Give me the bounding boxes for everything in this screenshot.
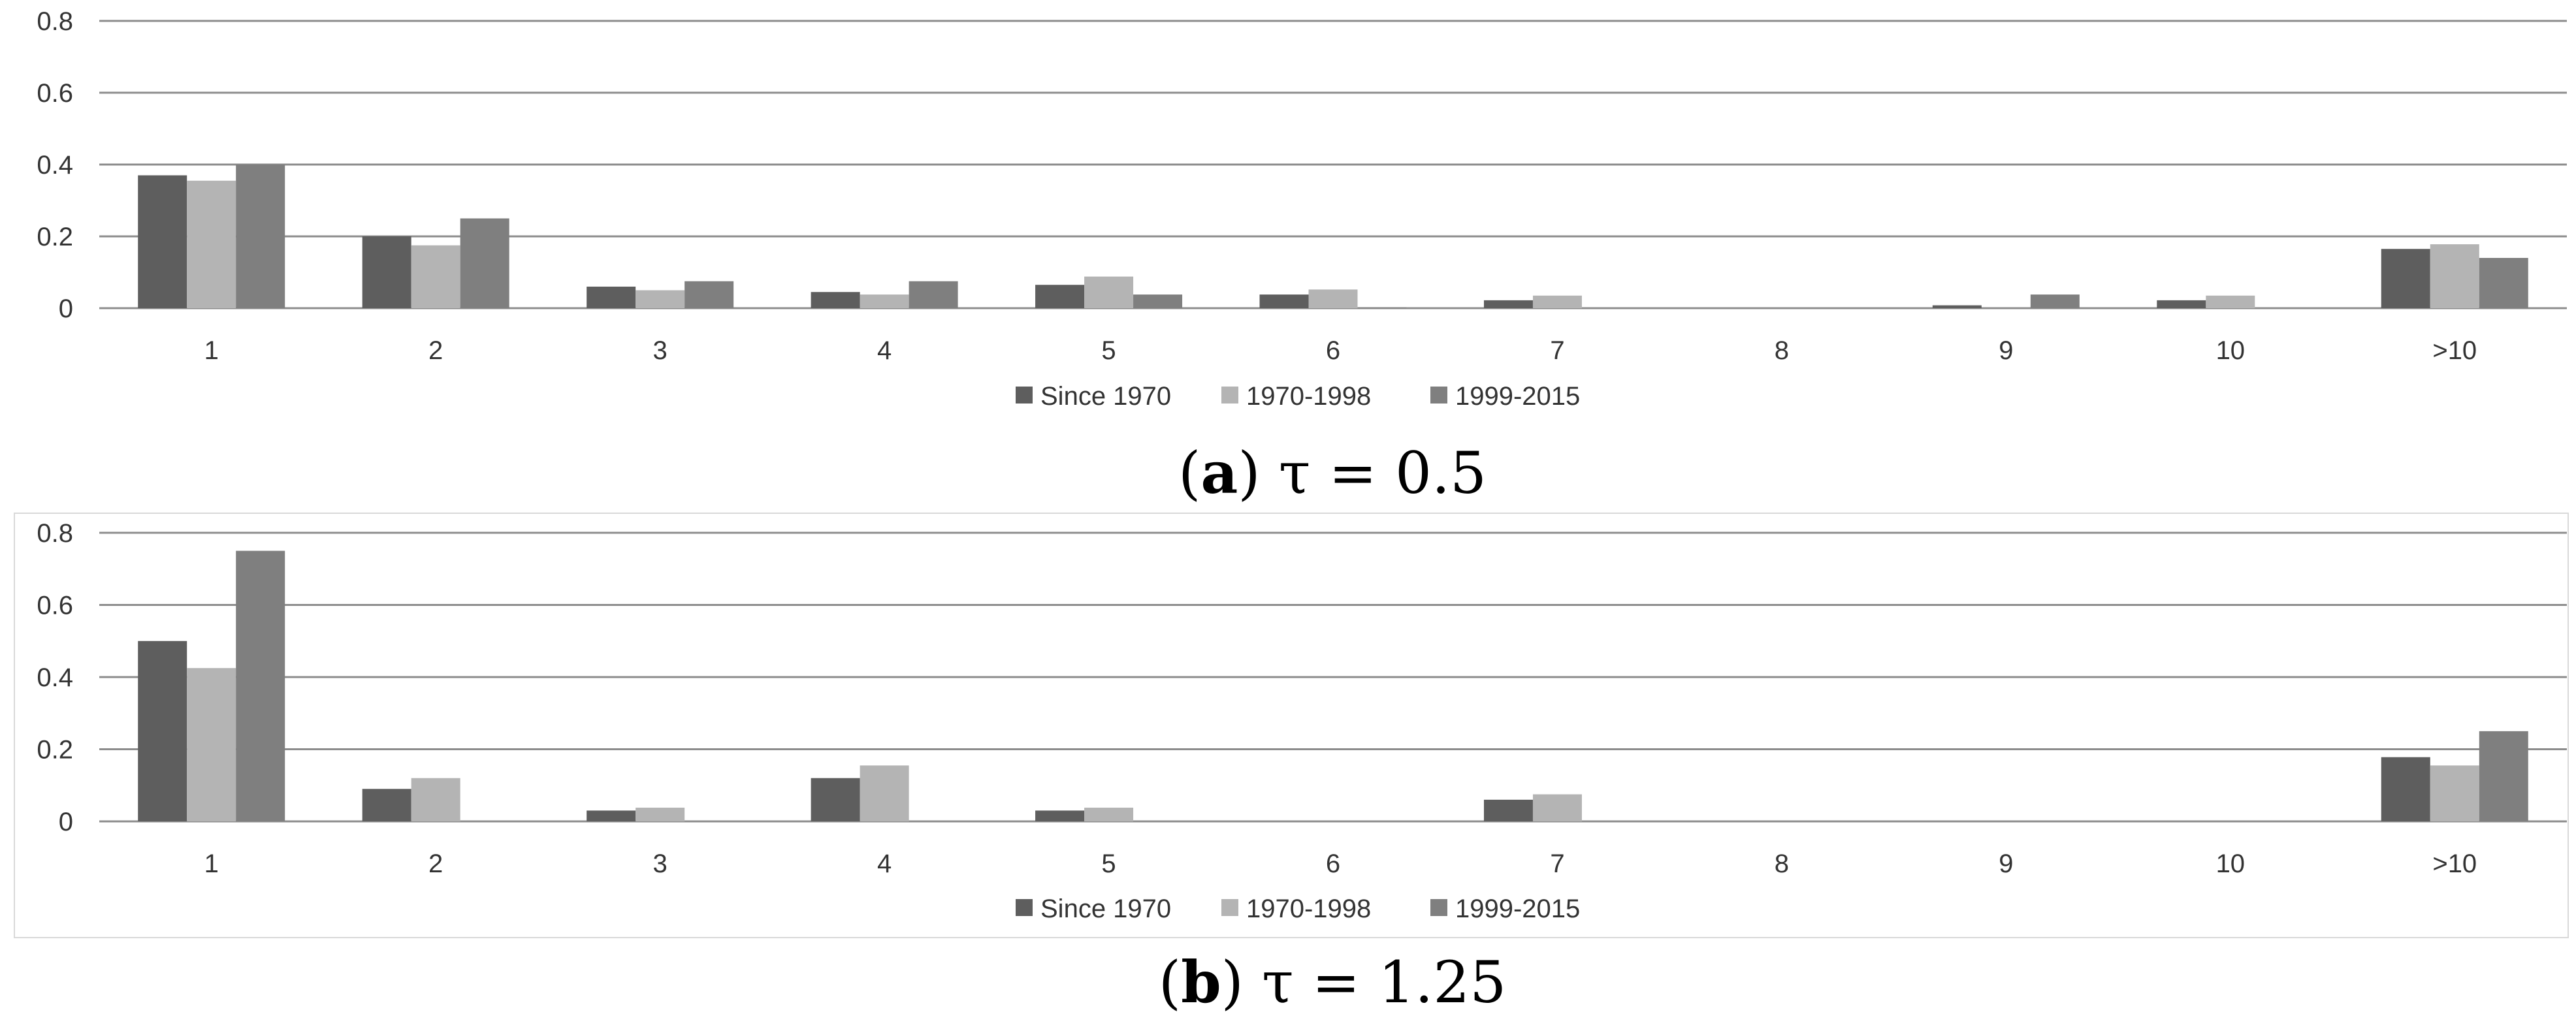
caption: (b) τ = 1.25 [1159,948,1507,1016]
bar-1970-1998-gt10 [2430,765,2479,821]
bar-1999-2015-9 [2030,294,2080,308]
y-tick-label: 0.8 [37,519,73,548]
bar-since-1970-3 [587,810,636,821]
legend-swatch [1221,899,1238,916]
bar-1970-1998-2 [411,778,460,821]
bar-1970-1998-2 [411,245,460,308]
x-tick-label: 1 [204,336,219,365]
bar-since-1970-3 [587,287,636,308]
bar-1970-1998-4 [860,765,909,821]
x-tick-label: >10 [2432,336,2477,365]
x-tick-label: 10 [2216,849,2246,878]
legend-label: 1970-1998 [1246,382,1371,411]
bar-since-1970-gt10 [2381,249,2430,308]
x-tick-label: 2 [428,336,443,365]
bar-since-1970-1 [138,175,187,308]
caption: (a) τ = 0.5 [1178,439,1487,507]
bar-since-1970-10 [2157,300,2206,308]
chart-frame [14,513,2569,938]
chart-a: 0 0.2 0.4 0.6 0.8 1 2 3 4 5 6 7 8 9 10 >10 Since 1970 197… [37,7,2567,507]
x-tick-label: 6 [1326,849,1340,878]
bar-1999-2015-gt10 [2479,731,2528,821]
x-tick-label: 4 [877,849,892,878]
bar-1970-1998-3 [636,808,685,821]
bar-1970-1998-10 [2206,295,2255,308]
caption-text: τ = 1.25 [1262,949,1506,1016]
legend-swatch [1430,899,1447,916]
bar-1970-1998-5 [1084,808,1134,821]
x-tick-label: 10 [2216,336,2246,365]
x-tick-label: 9 [1999,849,2013,878]
y-tick-label: 0.6 [37,592,73,620]
y-tick-label: 0 [59,808,73,836]
x-tick-label: 5 [1101,336,1116,365]
y-tick-label: 0.4 [37,663,73,692]
bar-since-1970-gt10 [2381,757,2430,821]
legend-label: 1999-2015 [1455,894,1580,923]
x-tick-label: 1 [204,849,219,878]
bar-since-1970-2 [362,236,411,308]
bar-1999-2015-5 [1133,294,1183,308]
bar-since-1970-9 [1932,305,1982,308]
bar-1999-2015-3 [684,281,734,308]
bar-1970-1998-3 [636,290,685,308]
bar-1970-1998-7 [1532,295,1582,308]
bar-1970-1998-4 [860,294,909,308]
bar-since-1970-7 [1483,799,1533,821]
bar-1999-2015-1 [236,165,285,308]
legend-swatch [1221,387,1238,404]
y-tick-label: 0.4 [37,151,73,180]
x-tick-label: 8 [1775,336,1789,365]
x-tick-label: 3 [653,336,668,365]
legend-swatch [1016,387,1033,404]
x-tick-label: 9 [1999,336,2013,365]
bar-since-1970-5 [1035,810,1085,821]
bar-1970-1998-5 [1084,276,1134,308]
bar-1970-1998-7 [1532,794,1582,821]
y-tick-label: 0 [59,294,73,323]
legend-label: 1970-1998 [1246,894,1371,923]
chart-b: 0 0.2 0.4 0.6 0.8 1 2 3 4 5 6 7 8 9 10 >10 Since 1970 197… [14,513,2569,1016]
legend-label: Since 1970 [1040,894,1171,923]
bar-1970-1998-1 [187,668,236,821]
bar-since-1970-5 [1035,285,1085,308]
x-tick-label: 2 [428,849,443,878]
legend-swatch [1016,899,1033,916]
y-tick-label: 0.8 [37,7,73,36]
bar-since-1970-2 [362,789,411,821]
bar-1970-1998-6 [1308,289,1358,308]
bar-1970-1998-1 [187,180,236,308]
y-tick-label: 0.6 [37,79,73,108]
x-tick-label: 7 [1550,336,1564,365]
x-tick-label: 4 [877,336,892,365]
bar-1999-2015-gt10 [2479,258,2528,308]
x-tick-label: 8 [1775,849,1789,878]
y-tick-label: 0.2 [37,736,73,765]
x-tick-label: >10 [2432,849,2477,878]
bar-since-1970-7 [1483,300,1533,308]
bar-1999-2015-4 [909,281,958,308]
legend-swatch [1430,387,1447,404]
x-tick-label: 3 [653,849,668,878]
legend-label: 1999-2015 [1455,382,1580,411]
legend-label: Since 1970 [1040,382,1171,411]
caption-label: a [1200,439,1238,507]
y-tick-label: 0.2 [37,223,73,251]
bar-since-1970-4 [811,778,860,821]
bar-since-1970-6 [1259,294,1309,308]
bar-1999-2015-2 [460,218,509,308]
x-tick-label: 5 [1101,849,1116,878]
bar-since-1970-4 [811,292,860,308]
caption-label: b [1181,948,1221,1016]
bar-since-1970-1 [138,641,187,821]
x-tick-label: 7 [1550,849,1564,878]
bar-1999-2015-1 [236,550,285,821]
bar-1970-1998-gt10 [2430,244,2479,308]
caption-text: τ = 0.5 [1279,439,1487,507]
x-tick-label: 6 [1326,336,1340,365]
